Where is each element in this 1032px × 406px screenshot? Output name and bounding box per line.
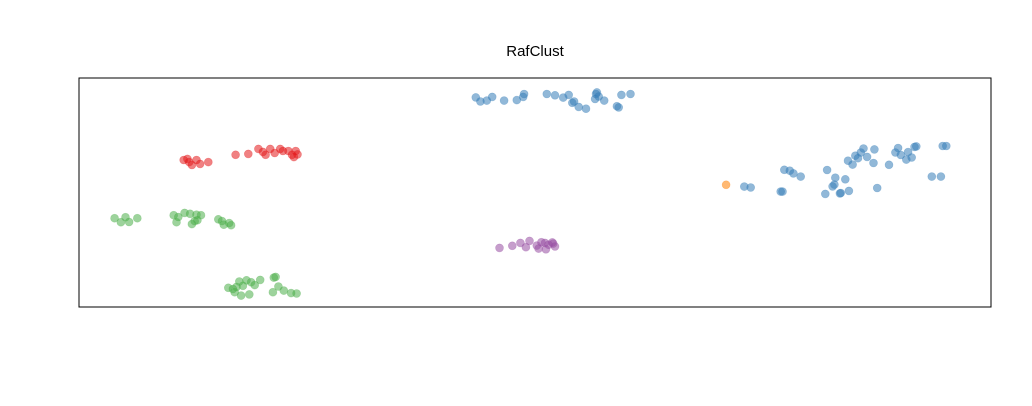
- scatter-point: [261, 150, 270, 160]
- scatter-point: [820, 189, 830, 199]
- scatter-point: [226, 220, 236, 230]
- scatter-point: [614, 103, 624, 112]
- scatter-point: [836, 188, 846, 198]
- scatter-point: [195, 159, 205, 169]
- scatter-point: [564, 90, 574, 100]
- scatter-point: [219, 220, 229, 229]
- scatter-point: [870, 145, 879, 154]
- scatter-point: [936, 172, 946, 181]
- scatter-point: [721, 180, 731, 190]
- scatter-point: [244, 149, 253, 159]
- plot-frame: [78, 77, 992, 308]
- scatter-point: [574, 102, 584, 112]
- scatter-point: [844, 186, 854, 196]
- scatter-point: [872, 183, 882, 193]
- scatter-point: [293, 150, 302, 159]
- scatter-point: [516, 238, 525, 248]
- scatter-point: [525, 236, 534, 246]
- scatter-point: [548, 239, 558, 248]
- scatter-point: [110, 213, 119, 223]
- scatter-point: [907, 153, 917, 162]
- scatter-point: [594, 92, 604, 101]
- scatter-point: [569, 97, 579, 106]
- scatter-point: [830, 173, 840, 182]
- scatter-point: [499, 96, 509, 105]
- scatter-point: [204, 157, 213, 167]
- scatter-point: [896, 150, 906, 160]
- scatter-point: [487, 92, 497, 102]
- scatter-point: [270, 148, 280, 158]
- scatter-point: [599, 96, 609, 105]
- scatter-point: [542, 89, 552, 99]
- scatter-point: [236, 291, 246, 300]
- scatter-point: [893, 143, 903, 153]
- scatter-point: [796, 172, 806, 181]
- scatter-point: [271, 272, 280, 282]
- scatter-point: [626, 89, 635, 99]
- scatter-point: [746, 183, 756, 192]
- scatter-point: [778, 187, 787, 196]
- scatter-point: [292, 289, 301, 298]
- scatter-point: [581, 104, 591, 113]
- scatter-point: [884, 160, 894, 170]
- scatter-point: [231, 150, 240, 160]
- scatter-point: [124, 217, 134, 227]
- scatter-point: [859, 144, 868, 153]
- scatter-point: [911, 142, 921, 151]
- scatter-point: [822, 165, 832, 175]
- scatter-point: [174, 212, 183, 222]
- scatter-point: [133, 213, 142, 223]
- scatter-point: [245, 290, 254, 299]
- scatter-point: [268, 287, 278, 297]
- scatter-point: [848, 160, 857, 169]
- scatter-point: [840, 175, 850, 184]
- scatter-point: [255, 275, 265, 285]
- scatter-point: [789, 169, 798, 178]
- scatter-point: [550, 91, 560, 100]
- scatter-point: [507, 241, 517, 251]
- data-points: [110, 88, 951, 300]
- scatter-point: [617, 90, 626, 100]
- scatter-point: [279, 286, 289, 295]
- scatter-point: [927, 172, 937, 181]
- chart-title: RafClust: [506, 43, 564, 60]
- scatter-point: [196, 210, 206, 220]
- scatter-point: [521, 242, 531, 252]
- scatter-point: [250, 280, 259, 290]
- scatter-point: [862, 152, 872, 162]
- scatter-point: [495, 243, 504, 253]
- scatter-point: [519, 89, 529, 99]
- scatter-point: [869, 158, 878, 168]
- scatter-point: [941, 141, 951, 151]
